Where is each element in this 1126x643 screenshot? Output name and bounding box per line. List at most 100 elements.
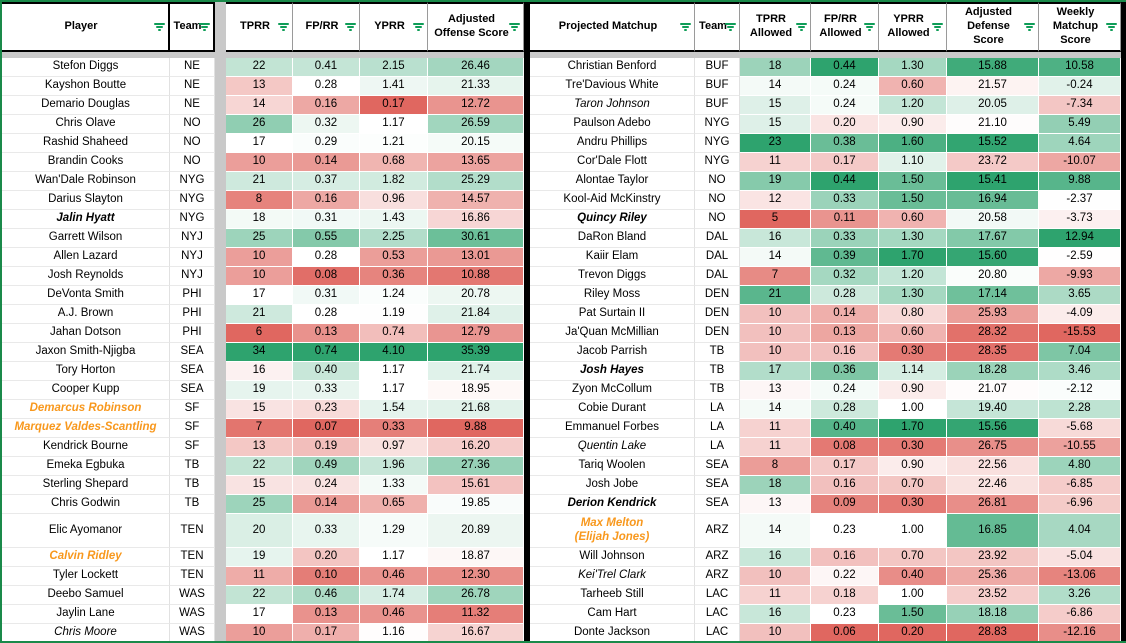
fprr-cell[interactable]: 0.44	[811, 58, 879, 77]
player-cell[interactable]: A.J. Brown	[2, 305, 170, 324]
tprr-cell[interactable]: 17	[226, 286, 293, 305]
team-cell[interactable]: PHI	[170, 286, 215, 305]
wms-cell[interactable]: 12.94	[1039, 229, 1121, 248]
yprr-cell[interactable]: 1.29	[360, 514, 428, 548]
tprr-cell[interactable]: 16	[740, 548, 811, 567]
fprr-cell[interactable]: 0.22	[811, 567, 879, 586]
fprr-cell[interactable]: 0.33	[811, 229, 879, 248]
fprr-cell[interactable]: 0.13	[293, 605, 360, 624]
tprr-cell[interactable]: 5	[740, 210, 811, 229]
yprr-cell[interactable]: 2.15	[360, 58, 428, 77]
fprr-cell[interactable]: 0.46	[293, 586, 360, 605]
yprr-cell[interactable]: 1.14	[879, 362, 947, 381]
matchup-cell[interactable]: Derion Kendrick	[530, 495, 695, 514]
tprr-cell[interactable]: 14	[740, 514, 811, 548]
fprr-cell[interactable]: 0.33	[293, 514, 360, 548]
fprr-cell[interactable]: 0.49	[293, 457, 360, 476]
filter-icon[interactable]	[343, 21, 357, 33]
wms-cell[interactable]: -2.12	[1039, 381, 1121, 400]
filter-icon[interactable]	[197, 21, 211, 33]
header-fprr[interactable]: FP/RR Allowed	[811, 2, 879, 52]
frozen-column-divider[interactable]	[215, 605, 226, 624]
yprr-cell[interactable]: 0.60	[879, 324, 947, 343]
yprr-cell[interactable]: 0.53	[360, 248, 428, 267]
fprr-cell[interactable]: 0.14	[293, 153, 360, 172]
team-cell[interactable]: LAC	[695, 586, 740, 605]
aos-cell[interactable]: 14.57	[428, 191, 524, 210]
frozen-column-divider[interactable]	[215, 229, 226, 248]
wms-cell[interactable]: -0.24	[1039, 77, 1121, 96]
team-cell[interactable]: DEN	[695, 305, 740, 324]
frozen-column-divider[interactable]	[215, 362, 226, 381]
matchup-cell[interactable]: Donte Jackson	[530, 624, 695, 643]
fprr-cell[interactable]: 0.23	[811, 514, 879, 548]
team-cell[interactable]: NO	[695, 210, 740, 229]
yprr-cell[interactable]: 1.00	[879, 514, 947, 548]
tprr-cell[interactable]: 10	[740, 567, 811, 586]
fprr-cell[interactable]: 0.13	[293, 324, 360, 343]
yprr-cell[interactable]: 1.30	[879, 229, 947, 248]
team-cell[interactable]: NYG	[170, 210, 215, 229]
ads-cell[interactable]: 21.10	[947, 115, 1039, 134]
team-cell[interactable]: SEA	[170, 362, 215, 381]
header-yprr[interactable]: YPRR Allowed	[879, 2, 947, 52]
tprr-cell[interactable]: 14	[740, 77, 811, 96]
team-cell[interactable]: SEA	[695, 476, 740, 495]
ads-cell[interactable]: 15.56	[947, 419, 1039, 438]
fprr-cell[interactable]: 0.33	[811, 191, 879, 210]
frozen-column-divider[interactable]	[215, 153, 226, 172]
team-cell[interactable]: TB	[695, 343, 740, 362]
yprr-cell[interactable]: 0.30	[879, 343, 947, 362]
fprr-cell[interactable]: 0.23	[811, 605, 879, 624]
player-cell[interactable]: Tyler Lockett	[2, 567, 170, 586]
matchup-cell[interactable]: Riley Moss	[530, 286, 695, 305]
fprr-cell[interactable]: 0.18	[811, 586, 879, 605]
team-cell[interactable]: NYG	[695, 134, 740, 153]
player-cell[interactable]: Marquez Valdes-Scantling	[2, 419, 170, 438]
fprr-cell[interactable]: 0.31	[293, 210, 360, 229]
team-cell[interactable]: SEA	[695, 495, 740, 514]
player-cell[interactable]: Demario Douglas	[2, 96, 170, 115]
player-cell[interactable]: Sterling Shepard	[2, 476, 170, 495]
ads-cell[interactable]: 15.41	[947, 172, 1039, 191]
yprr-cell[interactable]: 0.80	[879, 305, 947, 324]
player-cell[interactable]: Jaxon Smith-Njigba	[2, 343, 170, 362]
aos-cell[interactable]: 13.01	[428, 248, 524, 267]
frozen-column-divider[interactable]	[215, 96, 226, 115]
tprr-cell[interactable]: 10	[740, 343, 811, 362]
matchup-cell[interactable]: Emmanuel Forbes	[530, 419, 695, 438]
matchup-cell[interactable]: Andru Phillips	[530, 134, 695, 153]
team-cell[interactable]: NO	[170, 153, 215, 172]
frozen-column-divider[interactable]	[215, 267, 226, 286]
aos-cell[interactable]: 20.15	[428, 134, 524, 153]
ads-cell[interactable]: 23.92	[947, 548, 1039, 567]
frozen-column-divider[interactable]	[215, 343, 226, 362]
wms-cell[interactable]: 7.04	[1039, 343, 1121, 362]
tprr-cell[interactable]: 7	[740, 267, 811, 286]
yprr-cell[interactable]: 4.10	[360, 343, 428, 362]
fprr-cell[interactable]: 0.28	[293, 77, 360, 96]
fprr-cell[interactable]: 0.31	[293, 286, 360, 305]
yprr-cell[interactable]: 0.97	[360, 438, 428, 457]
filter-icon[interactable]	[930, 21, 944, 33]
yprr-cell[interactable]: 1.00	[879, 586, 947, 605]
ads-cell[interactable]: 23.72	[947, 153, 1039, 172]
yprr-cell[interactable]: 1.17	[360, 362, 428, 381]
aos-cell[interactable]: 21.74	[428, 362, 524, 381]
matchup-cell[interactable]: Alontae Taylor	[530, 172, 695, 191]
frozen-column-divider[interactable]	[215, 624, 226, 643]
fprr-cell[interactable]: 0.14	[811, 305, 879, 324]
wms-cell[interactable]: 9.88	[1039, 172, 1121, 191]
ads-cell[interactable]: 21.07	[947, 381, 1039, 400]
yprr-cell[interactable]: 0.17	[360, 96, 428, 115]
frozen-column-divider[interactable]	[215, 2, 226, 52]
tprr-cell[interactable]: 23	[740, 134, 811, 153]
aos-cell[interactable]: 9.88	[428, 419, 524, 438]
yprr-cell[interactable]: 1.33	[360, 476, 428, 495]
aos-cell[interactable]: 20.89	[428, 514, 524, 548]
tprr-cell[interactable]: 25	[226, 229, 293, 248]
yprr-cell[interactable]: 0.30	[879, 438, 947, 457]
matchup-cell[interactable]: Quincy Riley	[530, 210, 695, 229]
frozen-column-divider[interactable]	[215, 514, 226, 548]
frozen-column-divider[interactable]	[215, 191, 226, 210]
